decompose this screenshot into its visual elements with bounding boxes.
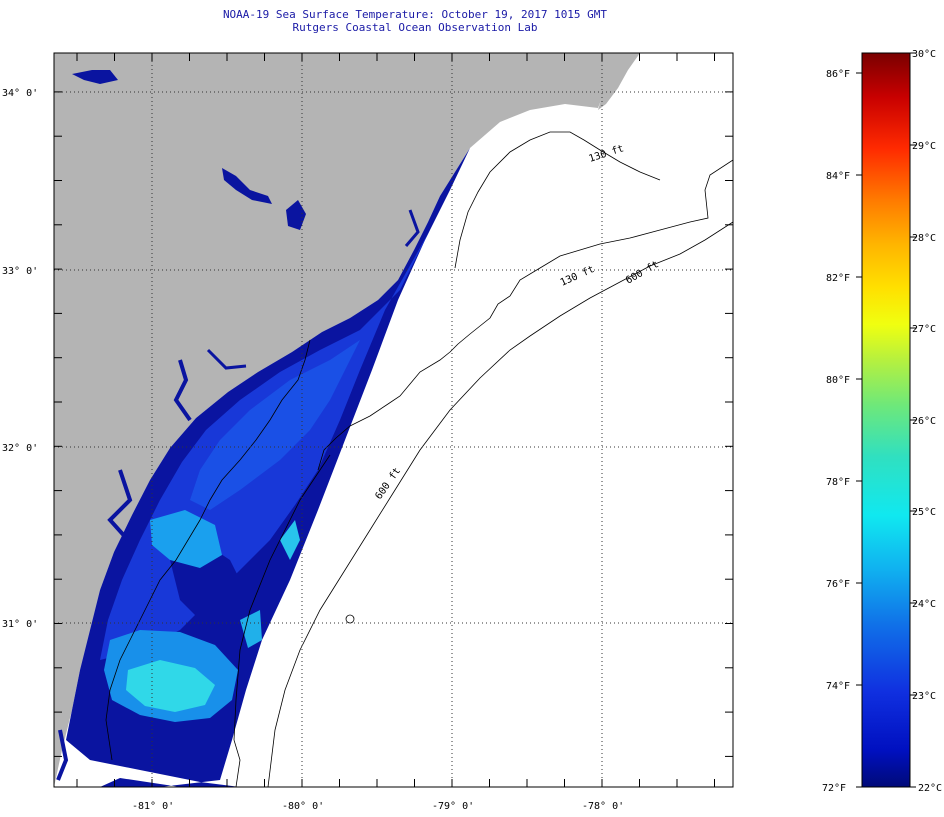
river-3 — [173, 359, 192, 422]
chart-title: NOAA-19 Sea Surface Temperature: October… — [222, 8, 608, 21]
sst-warm-patch-2 — [150, 510, 222, 568]
contour-600ft — [267, 221, 733, 787]
lon-label: -79° 0' — [432, 801, 474, 812]
lon-label: -80° 0' — [282, 801, 324, 812]
map-frame — [53, 52, 734, 788]
colorbar-f-label: 72°F — [822, 783, 846, 794]
colorbar-c-label: 25°C — [912, 507, 936, 518]
lake-moultrie — [222, 168, 272, 204]
lat-label: 34° 0' — [2, 88, 38, 99]
lat-label: 31° 0' — [2, 619, 38, 630]
colorbar-ticks — [856, 52, 916, 788]
land-ne — [598, 53, 640, 110]
colorbar-c-label: 28°C — [912, 233, 936, 244]
colorbar-c-label: 23°C — [912, 691, 936, 702]
lat-label: 33° 0' — [2, 266, 38, 277]
colorbar-c-label: 29°C — [912, 141, 936, 152]
chart-subtitle: Rutgers Coastal Ocean Observation Lab — [292, 21, 538, 34]
colorbar-c-label: 27°C — [912, 324, 936, 335]
river-2 — [107, 469, 133, 542]
colorbar-f-label: 74°F — [826, 681, 850, 692]
colorbar-c-label: 26°C — [912, 416, 936, 427]
river-savannah — [56, 729, 69, 781]
sst-cyan-streak-2 — [240, 610, 262, 648]
lon-label: -78° 0' — [582, 801, 624, 812]
contour-wiggle — [105, 339, 311, 761]
river-5 — [404, 209, 420, 247]
lake-marion — [286, 200, 306, 230]
contour-coastal — [233, 454, 331, 787]
contour-shelf-break — [317, 159, 733, 471]
sst-warm-core — [126, 660, 215, 712]
colorbar-c-label: 24°C — [912, 599, 936, 610]
colorbar-f-label: 80°F — [826, 375, 850, 386]
colorbar-c-label: 30°C — [912, 49, 936, 60]
lake-north — [72, 70, 118, 84]
contour-inner — [454, 131, 661, 269]
colorbar-f-label: 76°F — [826, 579, 850, 590]
river-4 — [206, 348, 247, 370]
colorbar-f-label: 84°F — [826, 171, 850, 182]
sst-cyan-streak — [280, 520, 300, 560]
bathymetry-contours — [105, 131, 733, 787]
land-mass — [54, 53, 612, 787]
lon-label: -81° 0' — [132, 801, 174, 812]
colorbar — [861, 52, 911, 788]
colorbar-f-label: 86°F — [826, 69, 850, 80]
axis-ticks — [54, 53, 733, 787]
colorbar-f-label: 78°F — [826, 477, 850, 488]
lat-label: 32° 0' — [2, 443, 38, 454]
sst-blue-zone-2 — [190, 340, 360, 510]
colorbar-c-label: 22°C — [918, 783, 942, 794]
colorbar-f-label: 82°F — [826, 273, 850, 284]
